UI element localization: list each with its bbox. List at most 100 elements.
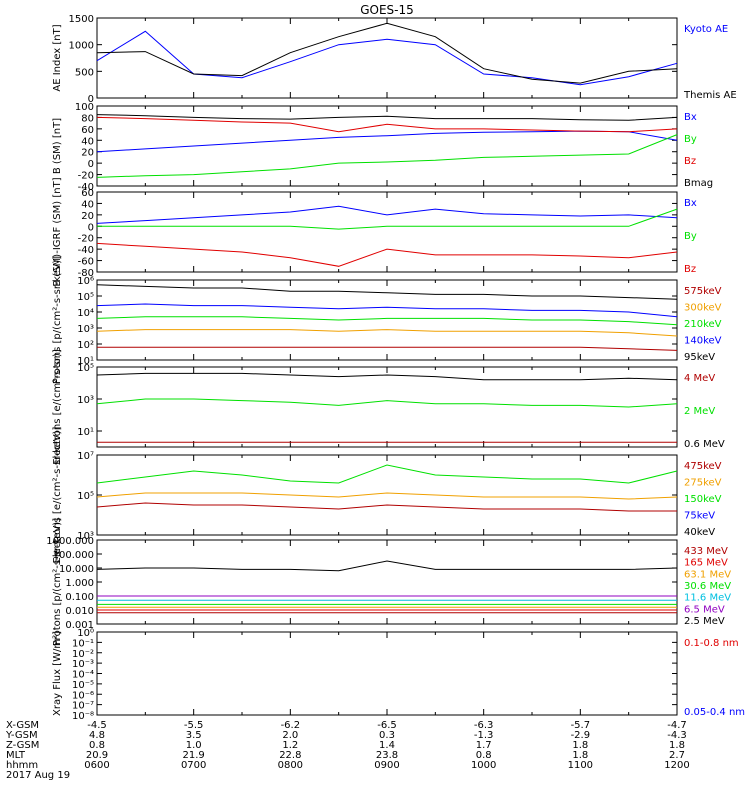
y-tick-label: 0.010 <box>65 606 94 617</box>
y-tick-label: 0 <box>88 222 94 233</box>
legend-entry: 275keV <box>684 478 722 489</box>
orbit-footer: X-GSM -4.5 -5.5 -6.2 -6.5 -6.3 -5.7 -4.7 Y-GSM 4.… <box>5 720 690 781</box>
panel-electrons-e: 10¹ 10³ 10⁵ Electrons [e/(cm²-s-sr)] 4 MeV 2 … <box>52 349 725 465</box>
footer-value: 20.9 <box>86 750 108 761</box>
legend-entry: 95keV <box>684 352 715 363</box>
y-tick-label: 80 <box>81 113 94 124</box>
panel-frame <box>96 105 678 187</box>
legend-entry: Bx <box>684 112 697 123</box>
y-tick-label: -40 <box>78 182 94 193</box>
y-tick-label: -20 <box>78 171 94 182</box>
y-tick-label: -40 <box>78 245 94 256</box>
legend-entry: 2 MeV <box>684 406 715 417</box>
footer-value: -5.7 <box>571 720 591 731</box>
footer-value: 1.2 <box>282 740 298 751</box>
y-tick-label: 10.000 <box>59 564 94 575</box>
legend-entry: 40keV <box>684 527 715 538</box>
panel-protons-e: 10¹ 10² 10³ 10⁴ 10⁵ 10⁶ Protons [p/(cm²-s-sr-k… <box>52 256 722 384</box>
y-tick-label: -60 <box>78 257 94 268</box>
footer-value: -5.5 <box>184 720 204 731</box>
footer-value: 0.8 <box>476 750 492 761</box>
y-axis-label: B (SM)-IGRF (SM) [nT] <box>52 177 63 286</box>
y-tick-label: 10⁻⁸ <box>72 711 94 722</box>
series-line-275kev <box>96 492 678 500</box>
legend-entry: Bmag <box>684 178 713 189</box>
y-tick-label: 10⁵ <box>77 491 94 502</box>
panel-frame <box>96 539 678 625</box>
legend-entry: 11.6 MeV <box>684 593 731 604</box>
legend-entry: Bx <box>684 198 697 209</box>
y-axis-label: Protons [p/(cm²-s-sr-keV)] <box>52 518 63 646</box>
footer-row-label: Y-GSM <box>5 730 38 741</box>
y-tick-label: 10⁻¹ <box>72 638 94 649</box>
series-line-140kev <box>96 303 678 318</box>
legend-entry: 165 MeV <box>684 558 728 569</box>
footer-value: 1.8 <box>572 750 588 761</box>
series-line-150kev <box>96 464 678 484</box>
footer-value: 0700 <box>181 760 206 771</box>
footer-row-label: hhmm <box>6 760 38 771</box>
footer-value: 23.8 <box>376 750 398 761</box>
panel-electrons-p: 10³ 10⁵ 10⁷ Electrons [e/(cm²-s-sr-keV)] 475… <box>52 426 722 563</box>
footer-value: 1000 <box>471 760 496 771</box>
y-tick-label: 10⁻⁷ <box>72 701 94 712</box>
footer-value: 3.5 <box>186 730 202 741</box>
series-line-2-mev <box>96 398 678 408</box>
series-line-kyoto-ae <box>96 30 678 86</box>
series-line-themis-ae <box>96 22 678 84</box>
y-tick-label: 1500 <box>69 14 94 25</box>
series-line-by <box>96 134 678 178</box>
y-tick-label: 10⁻⁵ <box>72 680 94 691</box>
footer-value: -6.3 <box>474 720 494 731</box>
y-tick-label: 100 <box>75 102 94 113</box>
legend-entry: 0.1-0.8 nm <box>684 638 739 649</box>
footer-value: 0800 <box>278 760 303 771</box>
legend-entry: 575keV <box>684 286 722 297</box>
legend-entry: 300keV <box>684 303 722 314</box>
legend-entry: 75keV <box>684 511 715 522</box>
footer-value: -6.2 <box>281 720 301 731</box>
y-axis-label: Electrons [e/(cm²-s-sr-keV)] <box>52 426 63 563</box>
legend-entry: 2.5 MeV <box>684 616 725 627</box>
plot-title: GOES-15 <box>360 3 414 17</box>
y-tick-label: 40 <box>81 199 94 210</box>
y-tick-label: 10³ <box>77 531 94 542</box>
legend-entry: 63.1 MeV <box>684 569 731 580</box>
footer-value: 1.4 <box>379 740 395 751</box>
footer-row-label: X-GSM <box>6 720 39 731</box>
y-tick-label: 60 <box>81 188 94 199</box>
series-line-95kev <box>96 284 678 300</box>
y-axis-label: B (SM) [nT] <box>52 118 63 174</box>
legend-entry: Bz <box>684 156 696 167</box>
y-tick-label: 10⁴ <box>77 308 94 319</box>
footer-value: 0900 <box>374 760 399 771</box>
y-tick-label: 10⁻⁴ <box>72 670 94 681</box>
y-tick-label: 1.000 <box>65 578 94 589</box>
legend-entry: 433 MeV <box>684 546 728 557</box>
panel-frame <box>96 191 678 273</box>
legend-entry: By <box>684 231 697 242</box>
legend-entry: Kyoto AE <box>684 24 728 35</box>
series-line-bmag <box>96 114 678 121</box>
legend-entry: 0.05-0.4 nm <box>684 707 745 718</box>
footer-row-label: MLT <box>6 750 26 761</box>
y-tick-label: 60 <box>81 125 94 136</box>
footer-value: 0.3 <box>379 730 395 741</box>
footer-value: 1.8 <box>572 740 588 751</box>
panel-frame <box>96 454 678 536</box>
y-tick-label: -20 <box>78 234 94 245</box>
legend-entry: Themis AE <box>683 90 737 101</box>
y-tick-label: 10⁶ <box>77 276 94 287</box>
legend-entry: 140keV <box>684 336 722 347</box>
y-tick-label: 0.001 <box>65 620 94 631</box>
series-line-bx <box>96 205 678 224</box>
y-axis-label: AE Index [nT] <box>52 24 63 91</box>
y-tick-label: 10⁻³ <box>72 659 94 670</box>
footer-value: 1200 <box>664 760 689 771</box>
footer-value: 1.8 <box>669 740 685 751</box>
y-tick-label: 10⁵ <box>77 292 94 303</box>
y-tick-label: 0.100 <box>65 592 94 603</box>
